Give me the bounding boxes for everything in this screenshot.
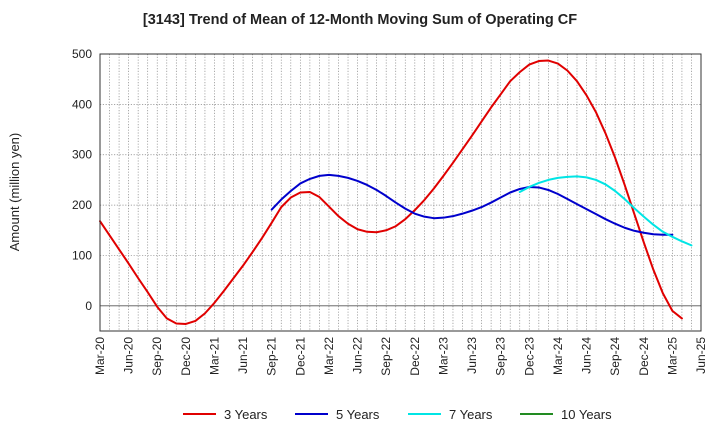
x-tick-label: Jun-21 (236, 337, 250, 374)
x-tick-label: Mar-24 (551, 337, 565, 375)
x-tick-label: Sep-20 (150, 337, 164, 376)
x-tick-label: Mar-23 (436, 337, 450, 375)
series-line-3-years (99, 59, 683, 325)
y-tick-labels: 0 100 200 300 400 500 (72, 47, 92, 313)
x-tick-label: Dec-24 (637, 337, 651, 376)
x-tick-label: Mar-25 (665, 337, 679, 375)
legend-label: 5 Years (336, 407, 380, 422)
x-tick-label: Dec-23 (522, 337, 536, 376)
x-tick-label: Mar-21 (207, 337, 221, 375)
legend: 3 Years 5 Years 7 Years 10 Years (183, 407, 612, 422)
series-layer (99, 59, 693, 325)
x-tick-label: Sep-23 (494, 337, 508, 376)
x-tick-label: Jun-20 (122, 337, 136, 374)
legend-label: 7 Years (449, 407, 493, 422)
y-axis-label: Amount (million yen) (7, 133, 22, 252)
x-tick-label: Mar-20 (93, 337, 107, 375)
series-line-7-years (518, 175, 693, 247)
x-tick-label: Mar-22 (322, 337, 336, 375)
y-tick-label: 500 (72, 47, 92, 61)
x-tick-label: Jun-25 (694, 337, 708, 374)
x-tick-labels: Mar-20 Jun-20 Sep-20 Dec-20 Mar-21 Jun-21 Sep-… (93, 337, 708, 376)
chart-title: [3143] Trend of Mean of 12-Month Moving … (142, 12, 578, 28)
x-tick-label: Sep-22 (379, 337, 393, 376)
x-tick-label: Sep-21 (265, 337, 279, 376)
x-tick-label: Jun-22 (351, 337, 365, 374)
plot-frame (99, 53, 702, 332)
x-tick-label: Dec-21 (293, 337, 307, 376)
y-tick-label: 200 (72, 198, 92, 212)
x-tick-label: Sep-24 (608, 337, 622, 376)
y-tick-label: 100 (72, 248, 92, 262)
x-tick-label: Jun-23 (465, 337, 479, 374)
plot-background (100, 54, 701, 331)
x-tick-label: Jun-24 (580, 337, 594, 374)
y-tick-label: 400 (72, 97, 92, 111)
y-tick-label: 300 (72, 148, 92, 162)
legend-label: 3 Years (224, 407, 268, 422)
y-tick-label: 0 (85, 299, 92, 313)
series-line-5-years (270, 173, 674, 236)
x-tick-label: Dec-22 (408, 337, 422, 376)
x-tick-label: Dec-20 (179, 337, 193, 376)
legend-label: 10 Years (561, 407, 612, 422)
